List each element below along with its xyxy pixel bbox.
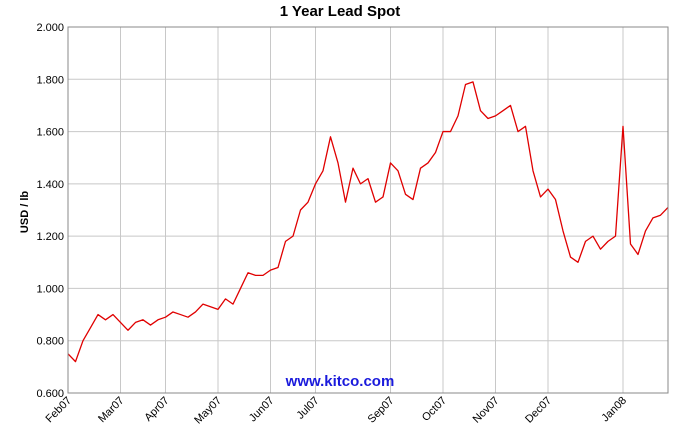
y-tick-label: 1.000 — [36, 283, 64, 295]
data-line — [67, 81, 669, 363]
plot-frame — [67, 26, 669, 394]
y-axis-label: USD / lb — [19, 191, 31, 233]
y-tick-label: 0.800 — [36, 336, 64, 348]
y-tick-label: 1.400 — [36, 179, 64, 191]
y-tick-label: 1.200 — [36, 231, 64, 243]
y-tick-label: 0.600 — [36, 388, 64, 400]
watermark: www.kitco.com — [285, 373, 395, 390]
grid — [67, 26, 668, 394]
y-tick-label: 1.600 — [36, 127, 64, 139]
chart-title: 1 Year Lead Spot — [280, 3, 401, 20]
y-tick-label: 1.800 — [36, 74, 64, 86]
y-tick-label: 2.000 — [36, 22, 64, 34]
plot — [67, 81, 669, 363]
